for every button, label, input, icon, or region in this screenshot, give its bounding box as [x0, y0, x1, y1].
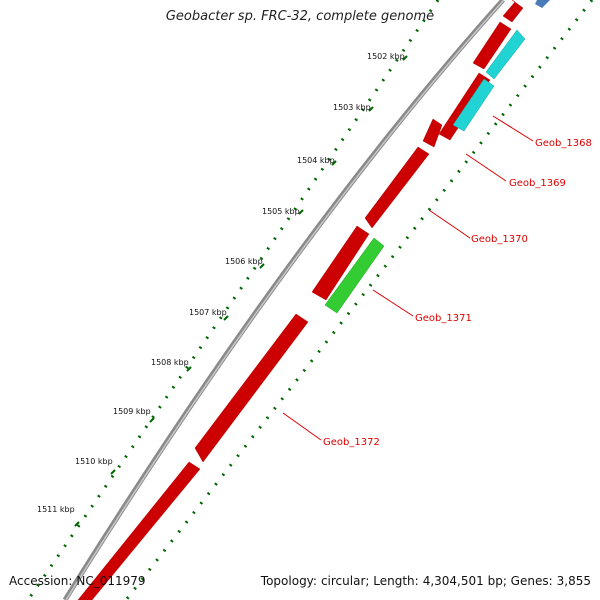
genes-label: Genes: — [510, 574, 553, 588]
kbp-label: 1504 kbp — [297, 156, 335, 165]
kbp-labels: 1502 kbp 1503 kbp 1504 kbp 1505 kbp 1506… — [37, 52, 405, 514]
genome-title: Geobacter sp. FRC-32, complete genome — [165, 9, 435, 24]
gene-label-geob-1370: Geob_1370 — [471, 234, 528, 245]
gene-labels: Geob_1368 Geob_1369 Geob_1370 Geob_1371 … — [323, 138, 592, 448]
gene-label-geob-1369: Geob_1369 — [509, 178, 566, 189]
gene-label-geob-1372: Geob_1372 — [323, 437, 380, 448]
kbp-label: 1502 kbp — [367, 52, 405, 61]
genes-value: 3,855 — [556, 574, 591, 588]
strand-forward-genes — [77, 0, 524, 600]
genome-backbone — [62, 0, 505, 600]
genome-summary: Topology: circular; Length: 4,304,501 bp; … — [260, 574, 591, 588]
accession-label: Accession: — [9, 574, 73, 588]
kbp-label: 1508 kbp — [151, 358, 189, 367]
kbp-label: 1507 kbp — [189, 308, 227, 317]
kbp-ticks — [74, 55, 408, 527]
gene-arrow-green — [324, 237, 385, 314]
length-label: Length: — [373, 574, 419, 588]
kbp-label: 1511 kbp — [37, 505, 75, 514]
tick-track-inner — [124, 0, 594, 600]
gene-arrow-cyan — [485, 29, 526, 80]
gene-leaders — [282, 115, 534, 441]
gene-arrow — [194, 313, 309, 463]
length-value: 4,304,501 bp — [422, 574, 503, 588]
gene-arrow — [364, 146, 430, 229]
gene-label-geob-1368: Geob_1368 — [535, 138, 592, 149]
kbp-label: 1503 kbp — [333, 103, 371, 112]
kbp-tick — [259, 263, 265, 269]
gene-arrow — [77, 461, 201, 600]
gene-arrow — [311, 225, 370, 301]
kbp-tick — [186, 366, 192, 372]
kbp-tick — [223, 315, 229, 321]
kbp-tick — [368, 106, 374, 112]
kbp-tick — [402, 55, 408, 61]
gene-arrow — [422, 118, 443, 148]
topology-value: circular — [320, 574, 366, 588]
gene-arrow — [472, 21, 512, 70]
gene-arrow-cyan — [452, 78, 495, 132]
kbp-tick — [298, 209, 304, 215]
accession-info: Accession: NC_011979 — [9, 574, 146, 588]
topology-label: Topology: — [260, 574, 317, 588]
kbp-label: 1505 kbp — [262, 207, 300, 216]
kbp-label: 1509 kbp — [113, 407, 151, 416]
kbp-label: 1510 kbp — [75, 457, 113, 466]
strand-reverse-genes — [324, 0, 550, 314]
tick-track-outer — [26, 0, 440, 600]
gene-arrow-blue — [535, 0, 550, 8]
kbp-tick — [331, 160, 337, 166]
gene-label-geob-1371: Geob_1371 — [415, 313, 472, 324]
gene-arrow — [502, 0, 524, 23]
accession-value: NC_011979 — [76, 574, 146, 588]
kbp-tick — [149, 417, 155, 423]
kbp-label: 1506 kbp — [225, 257, 263, 266]
kbp-tick — [74, 521, 80, 527]
kbp-tick — [110, 469, 116, 475]
